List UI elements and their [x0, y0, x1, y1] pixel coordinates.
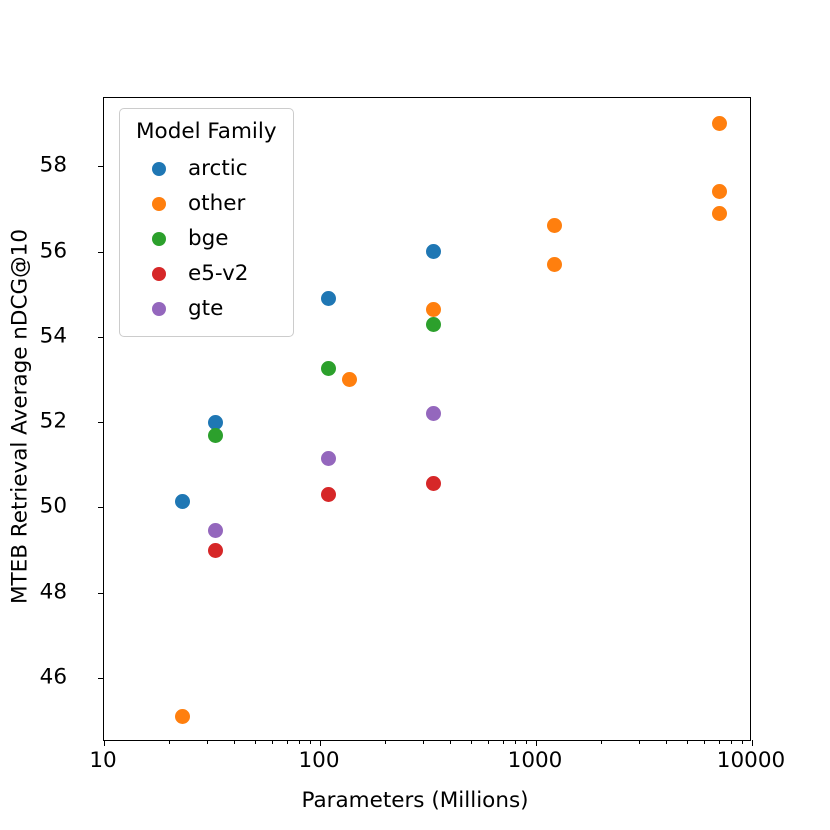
y-tick-label: 52: [39, 408, 67, 434]
data-point-arctic: [320, 290, 336, 306]
x-minor-tick-mark: [299, 740, 301, 744]
x-tick-mark: [752, 740, 753, 746]
y-tick-label: 54: [39, 323, 67, 349]
y-tick-label: 46: [39, 664, 67, 690]
x-minor-tick-mark: [502, 740, 504, 744]
data-point-e5-v2: [208, 542, 224, 558]
data-point-bge: [425, 316, 441, 332]
x-minor-tick-mark: [515, 740, 517, 744]
x-minor-tick-mark: [310, 740, 312, 744]
x-minor-tick-mark: [666, 740, 668, 744]
legend-swatch-cell: [134, 266, 184, 281]
y-tick-label: 56: [39, 237, 67, 263]
legend-item-other: other: [134, 186, 279, 221]
legend-marker-icon: [152, 196, 166, 211]
data-points-layer: [104, 98, 750, 740]
legend-swatch-cell: [134, 301, 184, 316]
legend-label: other: [188, 190, 246, 216]
y-tick-label: 50: [39, 493, 67, 519]
x-minor-tick-mark: [601, 740, 603, 744]
x-tick-mark: [320, 740, 321, 746]
data-point-other: [342, 371, 358, 387]
x-minor-tick-mark: [731, 740, 733, 744]
y-tick-label: 48: [39, 578, 67, 604]
data-point-arctic: [425, 244, 441, 260]
y-tick-mark: [98, 422, 104, 424]
x-tick-label: 10: [89, 748, 117, 773]
legend-item-bge: bge: [134, 221, 279, 256]
data-point-other: [174, 708, 190, 724]
data-point-arctic: [208, 414, 224, 430]
legend-item-gte: gte: [134, 291, 279, 326]
y-tick-mark: [98, 678, 104, 680]
legend-marker-icon: [152, 161, 166, 176]
data-point-gte: [208, 523, 224, 539]
x-minor-tick-mark: [704, 740, 706, 744]
y-tick-label: 58: [39, 152, 67, 178]
legend-entries: arctic other bge e5-v2 gte: [134, 151, 279, 326]
data-point-e5-v2: [425, 476, 441, 492]
y-tick-mark: [98, 592, 104, 594]
data-point-bge: [208, 428, 224, 444]
y-axis-label: MTEB Retrieval Average nDCG@10: [7, 228, 33, 605]
x-minor-tick-mark: [470, 740, 472, 744]
legend-item-arctic: arctic: [134, 151, 279, 186]
x-tick-label: 10000: [716, 748, 786, 773]
data-point-gte: [320, 450, 336, 466]
data-point-other: [547, 256, 563, 272]
legend-swatch-cell: [134, 161, 184, 176]
data-point-other: [712, 116, 728, 132]
x-minor-tick-mark: [450, 740, 452, 744]
y-axis-label-container: MTEB Retrieval Average nDCG@10: [0, 0, 40, 830]
data-point-other: [425, 301, 441, 317]
x-minor-tick-mark: [169, 740, 171, 744]
x-minor-tick-mark: [686, 740, 688, 744]
x-tick-mark: [536, 740, 537, 746]
data-point-e5-v2: [320, 487, 336, 503]
data-point-other: [712, 205, 728, 221]
legend-marker-icon: [152, 301, 166, 316]
legend-label: bge: [188, 225, 229, 251]
x-tick-mark: [104, 740, 105, 746]
x-minor-tick-mark: [207, 740, 209, 744]
x-minor-tick-mark: [488, 740, 490, 744]
y-tick-mark: [98, 251, 104, 253]
x-minor-tick-mark: [639, 740, 641, 744]
x-tick-label: 1000: [507, 748, 563, 773]
y-tick-mark: [98, 507, 104, 509]
x-minor-tick-mark: [272, 740, 274, 744]
x-minor-tick-mark: [286, 740, 288, 744]
data-point-other: [712, 184, 728, 200]
legend-swatch-cell: [134, 196, 184, 211]
data-point-gte: [425, 406, 441, 422]
plot-area: Model Family arctic other bge e5-v2 gte: [98, 97, 753, 746]
x-minor-tick-mark: [423, 740, 425, 744]
y-tick-mark: [98, 166, 104, 168]
x-minor-tick-mark: [742, 740, 744, 744]
data-point-bge: [320, 361, 336, 377]
data-point-arctic: [174, 493, 190, 509]
legend-item-e5-v2: e5-v2: [134, 256, 279, 291]
y-tick-mark: [98, 336, 104, 338]
legend-marker-icon: [152, 231, 166, 246]
legend-label: arctic: [188, 155, 248, 181]
legend: Model Family arctic other bge e5-v2 gte: [119, 108, 294, 337]
data-point-other: [547, 218, 563, 234]
legend-title: Model Family: [136, 119, 277, 144]
x-minor-tick-mark: [718, 740, 720, 744]
legend-swatch-cell: [134, 231, 184, 246]
legend-label: e5-v2: [188, 260, 249, 286]
x-minor-tick-mark: [254, 740, 256, 744]
legend-marker-icon: [152, 266, 166, 281]
legend-label: gte: [188, 295, 224, 321]
x-minor-tick-mark: [526, 740, 528, 744]
x-tick-label: 100: [298, 748, 340, 773]
x-axis-label: Parameters (Millions): [301, 788, 529, 813]
x-minor-tick-mark: [385, 740, 387, 744]
x-minor-tick-mark: [234, 740, 236, 744]
